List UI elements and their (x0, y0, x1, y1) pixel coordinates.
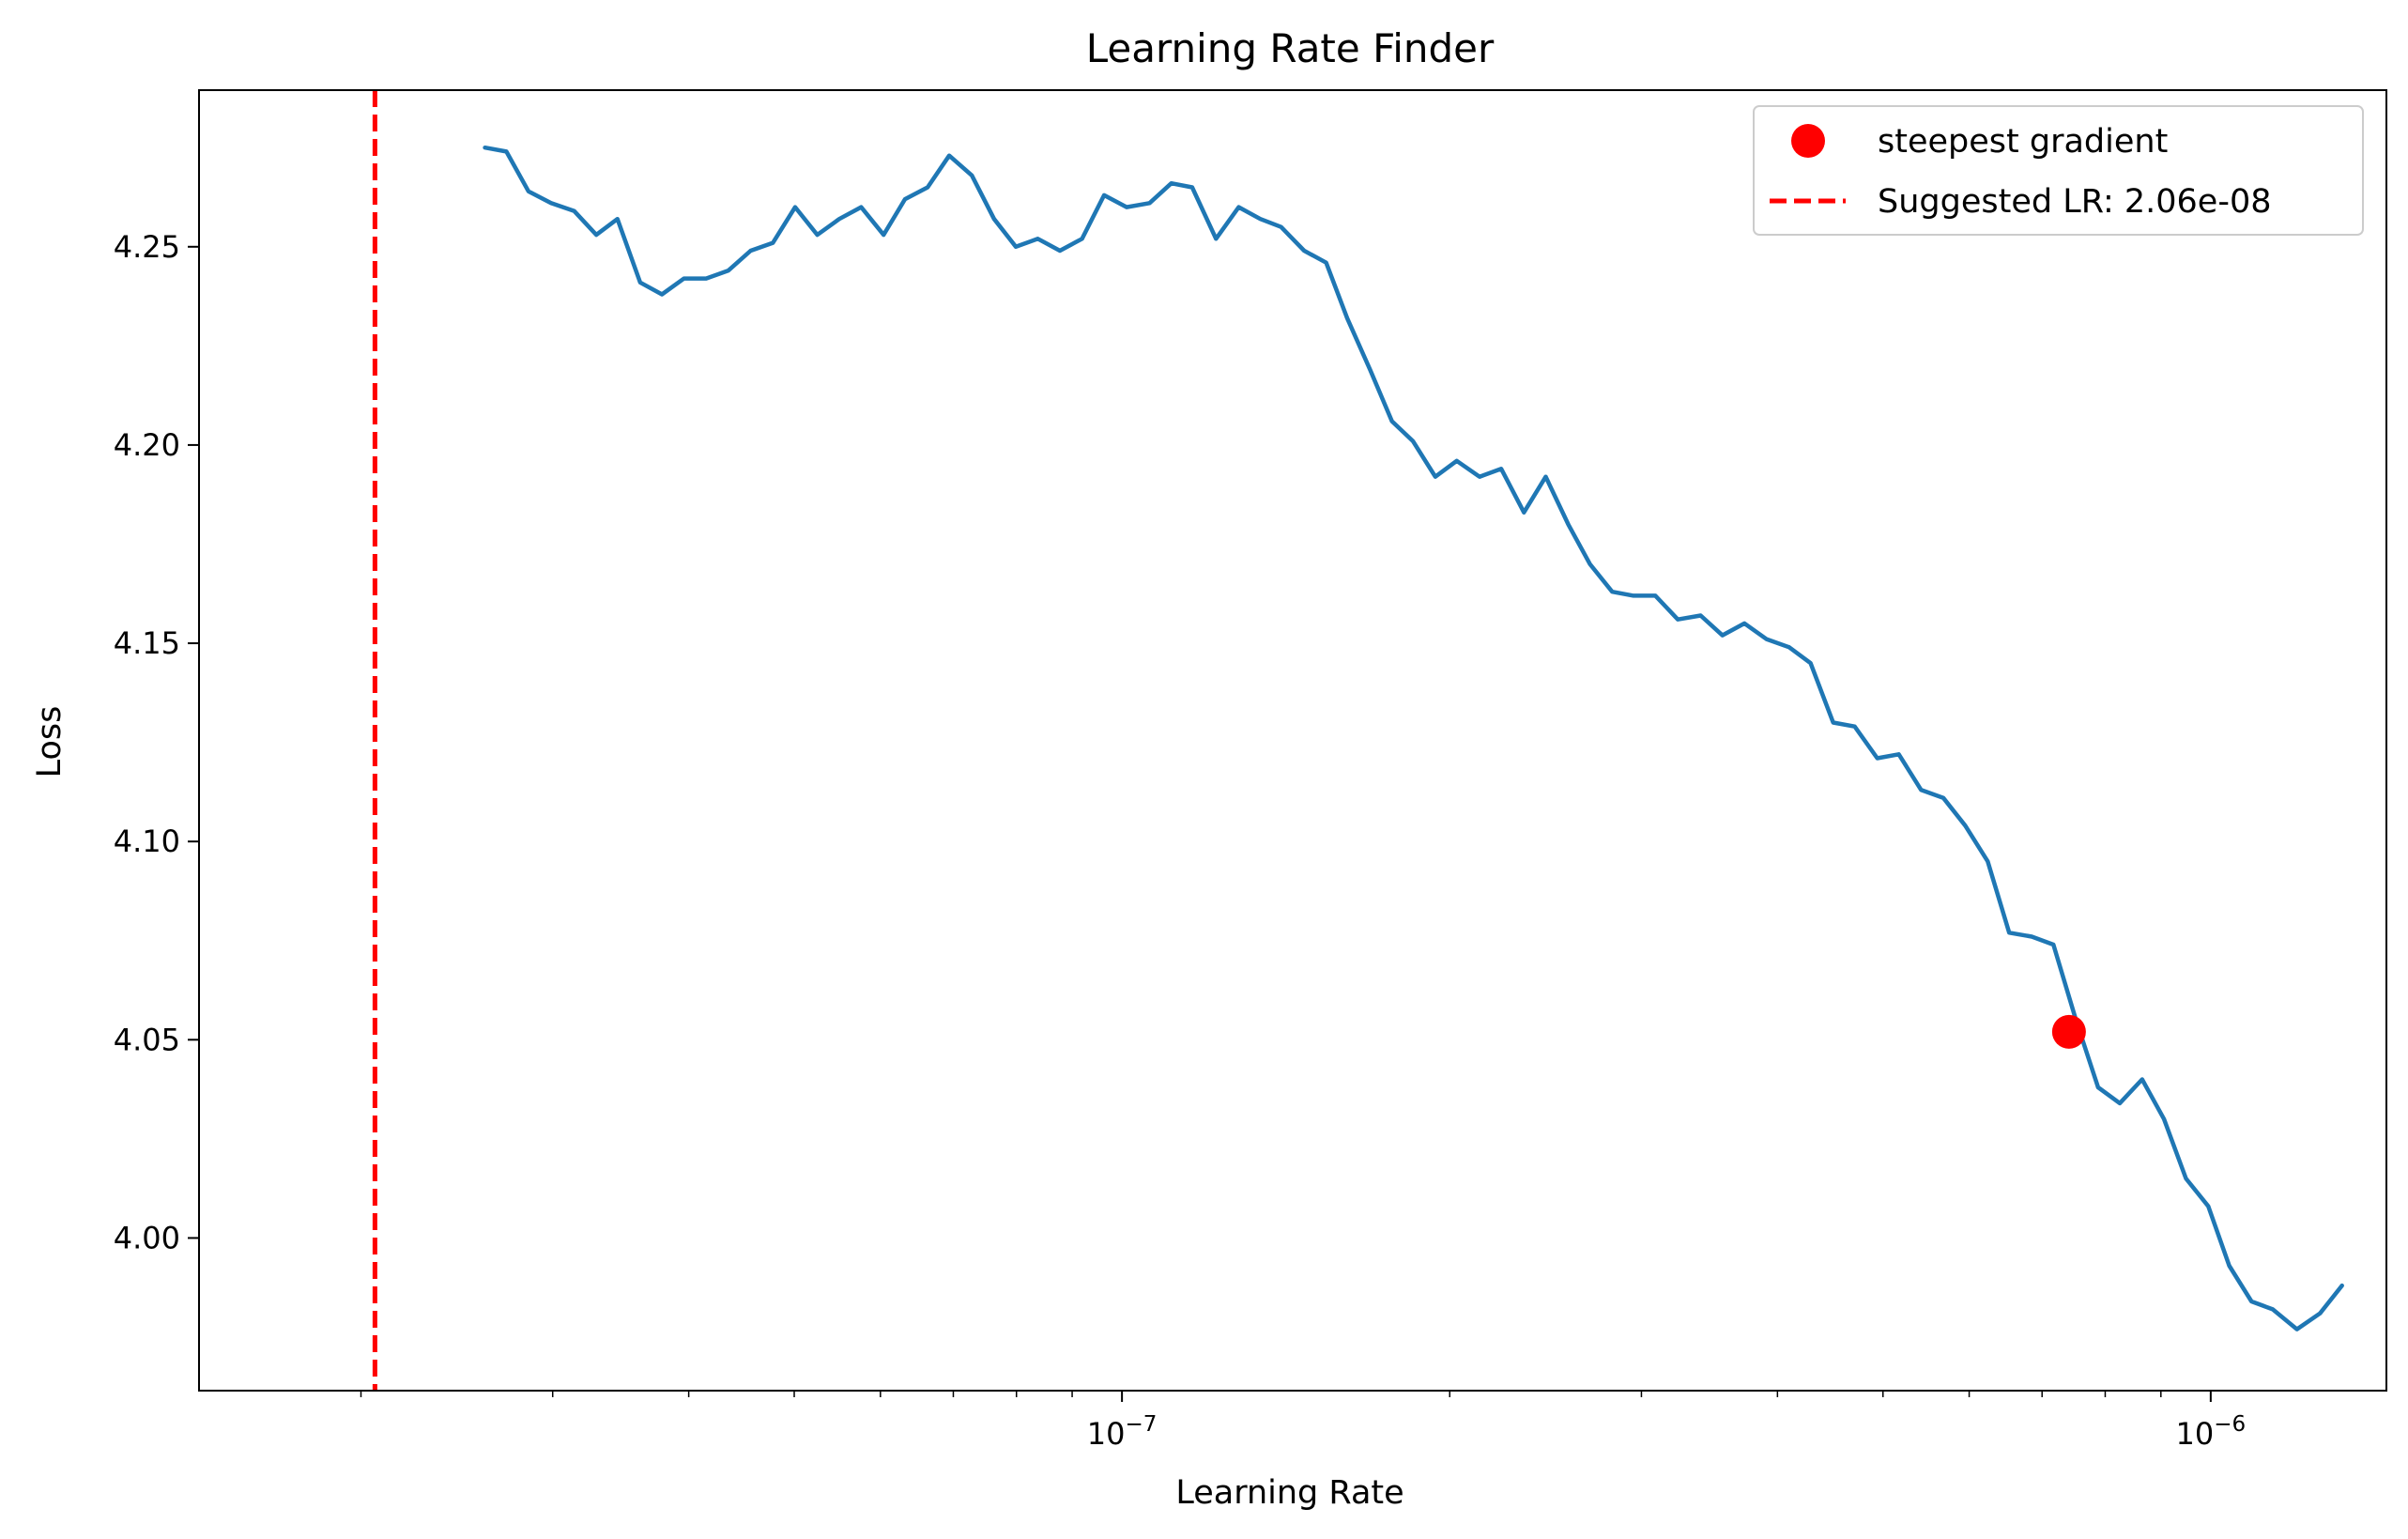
legend-label-steepest-gradient: steepest gradient (1878, 123, 2168, 161)
legend-label-suggested-lr: Suggested LR: 2.06e-08 (1878, 183, 2272, 221)
axes-frame (198, 89, 2387, 1392)
loss-curve (483, 145, 2344, 1331)
x-tick-label: 10−7 (1087, 1412, 1158, 1452)
y-axis: 4.00 4.05 4.10 4.15 4.20 4.25 (114, 229, 199, 1255)
steepest-gradient-point (2051, 1014, 2086, 1049)
y-tick-label: 4.10 (114, 823, 180, 859)
y-tick-label: 4.15 (114, 625, 180, 661)
x-axis: 10−7 10−6 (360, 1391, 2247, 1452)
y-tick-label: 4.00 (114, 1220, 180, 1255)
y-tick-label: 4.25 (114, 229, 180, 265)
y-tick-label: 4.05 (114, 1022, 180, 1057)
y-axis-label: Loss (31, 706, 69, 778)
plot-area (372, 90, 2344, 1391)
legend: steepest gradient Suggested LR: 2.06e-08 (1753, 105, 2364, 236)
x-tick-label: 10−6 (2176, 1412, 2247, 1452)
chart-title: Learning Rate Finder (1086, 25, 1495, 71)
legend-marker-steepest-gradient (1791, 124, 1825, 158)
legend-box (1753, 105, 2364, 236)
y-tick-label: 4.20 (114, 427, 180, 463)
x-axis-label: Learning Rate (1175, 1474, 1403, 1512)
